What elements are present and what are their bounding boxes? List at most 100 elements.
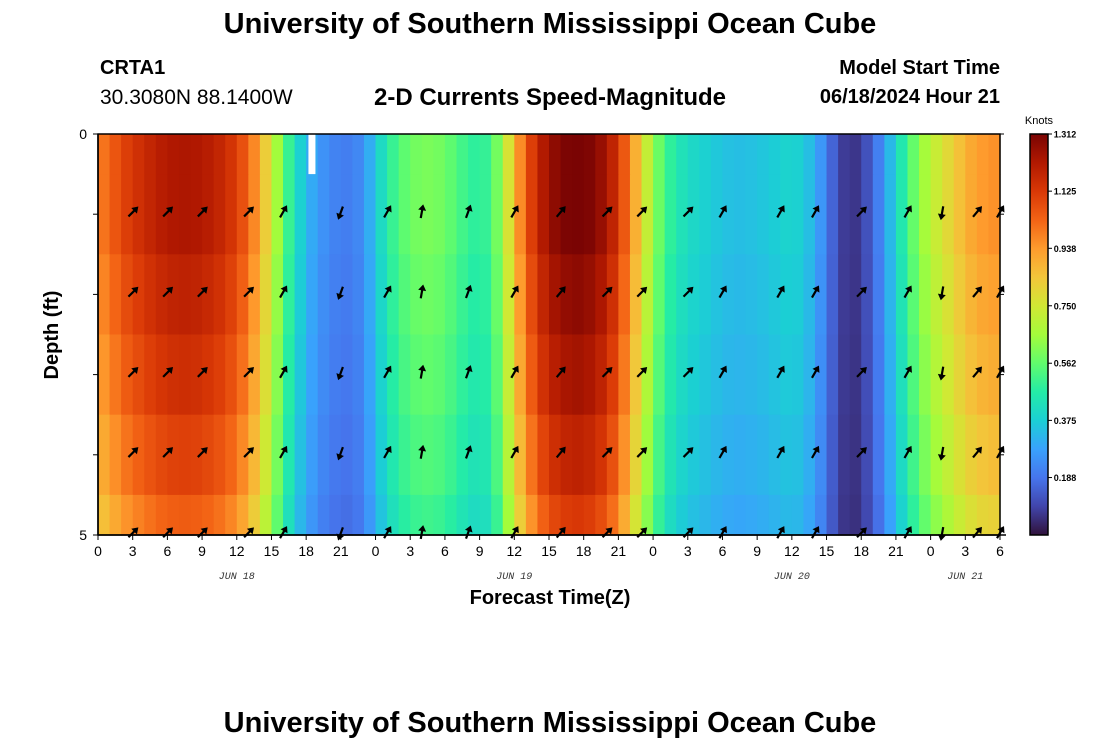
- current-vector-arrow: [243, 447, 254, 458]
- current-vector-arrow: [937, 286, 946, 301]
- heatmap-cell: [560, 174, 573, 255]
- current-vector-arrow: [601, 447, 613, 458]
- heatmap-cell: [202, 254, 215, 336]
- current-vector-arrow: [383, 526, 392, 539]
- current-vector-arrow: [383, 205, 392, 218]
- heatmap-cell: [225, 174, 238, 255]
- heatmap-cell: [271, 134, 284, 175]
- heatmap-cell: [537, 174, 550, 255]
- current-vector-arrow: [197, 527, 208, 539]
- heatmap-cell: [398, 174, 411, 255]
- x-tick-label: 9: [753, 543, 761, 559]
- y-axis-title: Depth (ft): [41, 291, 63, 380]
- heatmap-cell: [468, 494, 481, 536]
- heatmap-cell: [167, 134, 180, 175]
- heatmap-cell: [213, 334, 226, 416]
- heatmap-cell: [155, 334, 168, 416]
- x-tick-label: 21: [333, 543, 349, 559]
- heatmap-cell: [225, 414, 238, 496]
- current-vector-arrow: [682, 286, 694, 298]
- heatmap-cell: [895, 414, 909, 496]
- current-vector-arrow: [601, 366, 613, 378]
- heatmap-cell: [514, 254, 527, 336]
- heatmap-cell: [306, 254, 319, 336]
- date-label: JUN 21: [947, 572, 983, 583]
- heatmap-cell: [213, 414, 226, 496]
- current-vectors: [127, 204, 1005, 541]
- heatmap-cell: [629, 414, 643, 496]
- bottom-title: University of Southern Mississippi Ocean…: [223, 707, 877, 739]
- heatmap-cell: [306, 334, 319, 416]
- heatmap-cell: [814, 254, 828, 336]
- heatmap-cell: [155, 254, 168, 336]
- heatmap-cell: [167, 414, 180, 496]
- heatmap-cell: [826, 134, 839, 175]
- current-vector-arrow: [972, 286, 983, 298]
- heatmap-cell: [468, 254, 481, 336]
- heatmap-cell: [849, 174, 862, 255]
- heatmap-cell: [340, 414, 354, 496]
- heatmap-cell: [444, 134, 458, 175]
- heatmap-cell: [387, 414, 400, 496]
- heatmap-cell: [202, 414, 215, 496]
- heatmap-cell: [907, 494, 920, 536]
- heatmap-cell: [988, 334, 1001, 416]
- heatmap-cell: [699, 334, 712, 416]
- heatmap-cell: [202, 494, 215, 536]
- x-axis: 0 3 6 9 12 15 18 21 0 3 6 9 12 15 18 21 0 3 6 9 12 15 18 21 0 3 6 J…: [94, 534, 1006, 583]
- heatmap-cell: [549, 174, 562, 255]
- heatmap-cell: [225, 334, 238, 416]
- heatmap-cell: [410, 334, 423, 416]
- current-vector-arrow: [383, 285, 392, 299]
- heatmap-cell: [745, 174, 758, 255]
- heatmap-cell: [710, 414, 724, 496]
- current-vector-arrow: [510, 205, 519, 218]
- x-tick-label: 6: [719, 543, 727, 559]
- heatmap-cell: [190, 414, 203, 496]
- heatmap-cell: [329, 414, 342, 496]
- heatmap-cell: [283, 334, 296, 416]
- heatmap-cell: [502, 414, 515, 496]
- heatmap-cell: [363, 494, 377, 536]
- heatmap-cell: [757, 414, 770, 496]
- heatmap-cell: [629, 254, 643, 336]
- heatmap-cell: [479, 174, 492, 255]
- heatmap-cell: [814, 174, 828, 255]
- heatmap-cell: [491, 414, 504, 496]
- heatmap-cell: [930, 414, 943, 496]
- current-vector-arrow: [718, 365, 727, 379]
- heatmap-cell: [583, 254, 596, 336]
- heatmap-cell: [653, 174, 666, 255]
- heatmap-cell: [838, 254, 851, 336]
- heatmap-cell: [225, 254, 238, 336]
- current-vector-arrow: [162, 447, 174, 458]
- heatmap-cell: [109, 254, 122, 336]
- current-vector-arrow: [555, 286, 566, 298]
- heatmap-cell: [502, 334, 515, 416]
- current-vector-arrow: [903, 205, 912, 218]
- heatmap-cell: [988, 414, 1001, 496]
- heatmap-cell: [132, 134, 145, 175]
- x-tick-label: 12: [784, 543, 800, 559]
- heatmap-cell: [421, 334, 434, 416]
- current-vector-arrow: [776, 205, 785, 218]
- heatmap-cell: [190, 134, 203, 175]
- heatmap-cell: [687, 254, 700, 336]
- heatmap-cell: [710, 254, 724, 336]
- current-vector-arrow: [418, 204, 427, 219]
- heatmap-cell: [213, 174, 226, 255]
- heatmap-cell: [895, 174, 909, 255]
- current-vector-arrow: [811, 205, 820, 218]
- heatmap-cell: [109, 414, 122, 496]
- x-tick-label: 18: [298, 543, 314, 559]
- heatmap-cell: [664, 134, 677, 175]
- y-tick-label: 0: [79, 126, 87, 142]
- heatmap-cell: [814, 414, 828, 496]
- heatmap-cell: [456, 414, 469, 496]
- heatmap-cell: [803, 254, 816, 336]
- heatmap-cell: [976, 134, 990, 175]
- heatmap-cell: [236, 494, 249, 536]
- date-label: JUN 19: [496, 572, 532, 583]
- colorbar-unit: Knots: [1025, 115, 1054, 127]
- heatmap-cell: [271, 334, 284, 416]
